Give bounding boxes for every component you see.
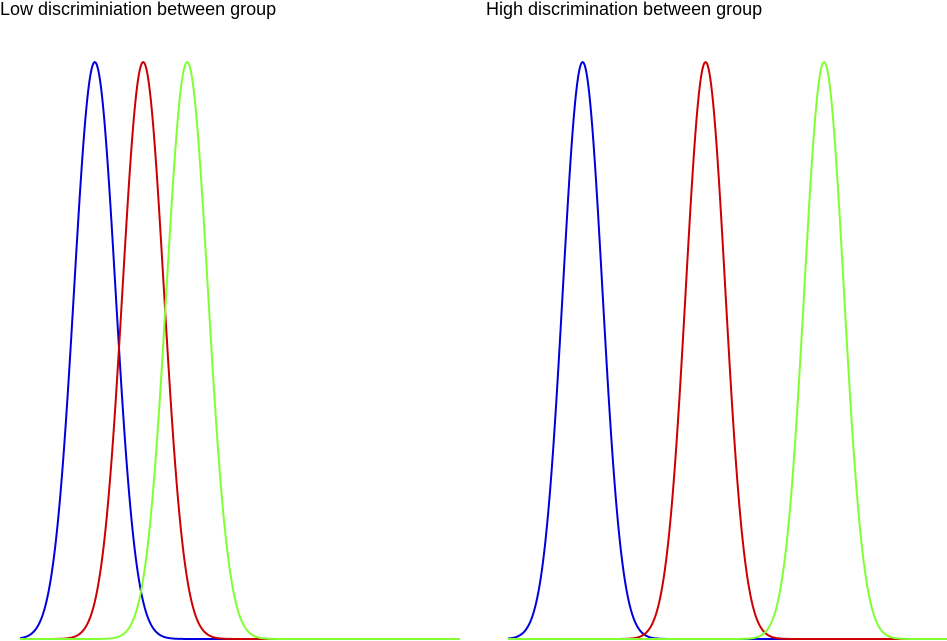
left-chart-title: Low discriminiation between group [0, 0, 277, 19]
left-chart-plot [19, 61, 460, 640]
chart0-series-2-curve [20, 61, 460, 640]
chart1-series-0-curve [507, 61, 947, 640]
chart1-series-2-curve [508, 61, 947, 640]
chart1-series-1-curve [508, 61, 947, 640]
chart0-series-1-curve [20, 61, 460, 640]
right-chart-plot [507, 61, 947, 640]
chart0-series-0-curve [19, 61, 460, 640]
right-chart-title: High discrimination between group [486, 0, 763, 19]
